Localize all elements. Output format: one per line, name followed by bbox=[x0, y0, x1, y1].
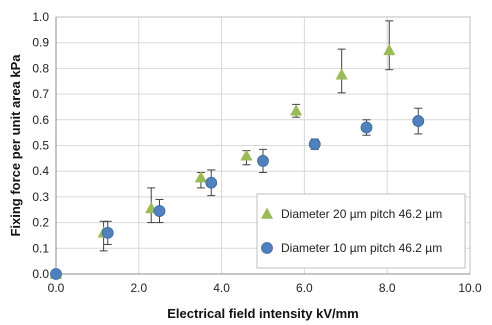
circle-point bbox=[308, 138, 321, 151]
legend-box bbox=[256, 193, 466, 269]
legend-entry-diameter-20: Diameter 20 µm pitch 46.2 µm bbox=[281, 207, 442, 221]
triangle-point bbox=[383, 43, 396, 56]
circle-point bbox=[412, 115, 425, 127]
x-tick-label: 8.0 bbox=[379, 281, 396, 295]
y-tick-label: 0.1 bbox=[32, 241, 49, 255]
x-tick-label: 6.0 bbox=[296, 281, 313, 295]
circle-point bbox=[360, 121, 373, 134]
triangle-point bbox=[289, 104, 303, 116]
triangle-point bbox=[335, 68, 348, 80]
y-tick-label: 0.6 bbox=[32, 113, 49, 127]
circle-point bbox=[205, 176, 218, 189]
legend-circle bbox=[261, 242, 273, 254]
circle-point bbox=[257, 155, 269, 167]
x-tick-label: 0.0 bbox=[48, 281, 65, 295]
x-tick-label: 2.0 bbox=[130, 281, 147, 295]
circle-point bbox=[153, 205, 166, 217]
x-tick-label: 4.0 bbox=[213, 281, 230, 295]
y-tick-label: 0.9 bbox=[32, 36, 49, 50]
y-tick-label: 0.7 bbox=[32, 87, 49, 101]
x-axis-title: Electrical field intensity kV/mm bbox=[167, 306, 358, 321]
y-axis-title: Fixing force per unit area kPa bbox=[8, 54, 23, 237]
axes bbox=[55, 16, 471, 275]
triangle-point bbox=[240, 149, 253, 161]
x-tick-label: 10.0 bbox=[458, 281, 482, 295]
legend-triangle bbox=[260, 207, 274, 219]
y-tick-label: 0.4 bbox=[32, 164, 49, 178]
y-tick-label: 0.5 bbox=[32, 139, 49, 153]
data-points bbox=[49, 43, 425, 280]
legend-circle-marker bbox=[261, 242, 273, 254]
y-tick-labels: 0.0 0.1 0.2 0.3 0.4 0.5 0.6 0.7 0.8 0.9 1.0 bbox=[32, 10, 49, 281]
legend: Diameter 20 µm pitch 46.2 µm Diameter 10… bbox=[256, 193, 466, 269]
y-tick-label: 1.0 bbox=[32, 10, 49, 24]
y-tick-label: 0.0 bbox=[32, 267, 49, 281]
x-tick-labels: 0.0 2.0 4.0 6.0 8.0 10.0 bbox=[48, 281, 482, 295]
circle-point bbox=[50, 268, 62, 280]
y-tick-label: 0.8 bbox=[32, 61, 49, 75]
legend-entry-diameter-10: Diameter 10 µm pitch 46.2 µm bbox=[281, 241, 442, 255]
triangle-point bbox=[194, 171, 208, 183]
circle-point bbox=[101, 226, 114, 239]
y-tick-label: 0.2 bbox=[32, 216, 49, 230]
legend-triangle-marker bbox=[260, 207, 274, 219]
y-tick-label: 0.3 bbox=[32, 190, 49, 204]
